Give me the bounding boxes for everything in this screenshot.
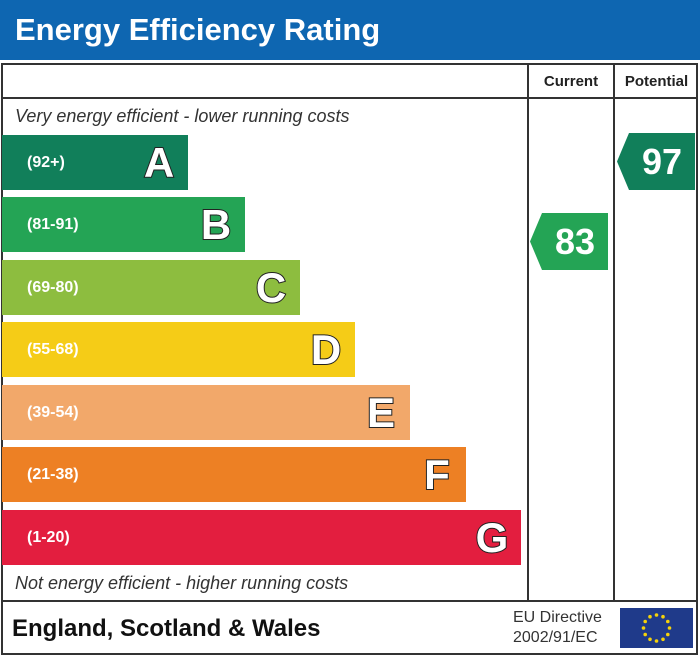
band-g: (1-20) G xyxy=(2,510,521,565)
band-b: (81-91) B xyxy=(2,197,245,252)
chart-title: Energy Efficiency Rating xyxy=(0,0,700,60)
band-letter: E xyxy=(366,388,396,437)
band-range: (81-91) xyxy=(27,216,79,233)
band-range: (92+) xyxy=(27,154,65,171)
band-a: (92+) A xyxy=(2,135,188,190)
band-range: (55-68) xyxy=(27,341,79,358)
column-header-potential: Potential xyxy=(624,73,689,90)
band-letter: B xyxy=(200,200,232,249)
band-letter: G xyxy=(475,513,510,562)
potential-arrow-shape xyxy=(617,133,695,190)
current-arrow-shape xyxy=(530,213,608,270)
region-label: England, Scotland & Wales xyxy=(12,615,321,642)
band-letter: A xyxy=(143,138,175,187)
band-range: (39-54) xyxy=(27,404,79,421)
potential-rating-value: 97 xyxy=(641,141,683,182)
band-letter: F xyxy=(423,450,451,499)
band-e: (39-54) E xyxy=(2,385,410,440)
current-rating-value: 83 xyxy=(554,221,596,262)
bottom-note: Not energy efficient - higher running co… xyxy=(15,573,349,593)
current-rating-arrow: 83 xyxy=(530,213,608,270)
top-note: Very energy efficient - lower running co… xyxy=(15,106,350,126)
footer-divider xyxy=(1,600,698,602)
column-divider xyxy=(527,63,529,602)
band-d: (55-68) D xyxy=(2,322,355,377)
column-header-current: Current xyxy=(543,73,599,90)
potential-rating-arrow: 97 xyxy=(617,133,695,190)
eu-directive: EU Directive 2002/91/EC xyxy=(513,608,602,648)
band-range: (1-20) xyxy=(27,529,70,546)
band-letter: C xyxy=(255,263,287,312)
band-range: (21-38) xyxy=(27,466,79,483)
directive-line1: EU Directive xyxy=(513,609,602,626)
band-range: (69-80) xyxy=(27,279,79,296)
column-divider xyxy=(613,63,615,602)
band-f: (21-38) F xyxy=(2,447,466,502)
header-divider xyxy=(1,97,698,99)
band-c: (69-80) C xyxy=(2,260,300,315)
directive-line2: 2002/91/EC xyxy=(513,629,598,646)
eu-flag-icon xyxy=(620,608,693,648)
band-letter: D xyxy=(310,325,342,374)
